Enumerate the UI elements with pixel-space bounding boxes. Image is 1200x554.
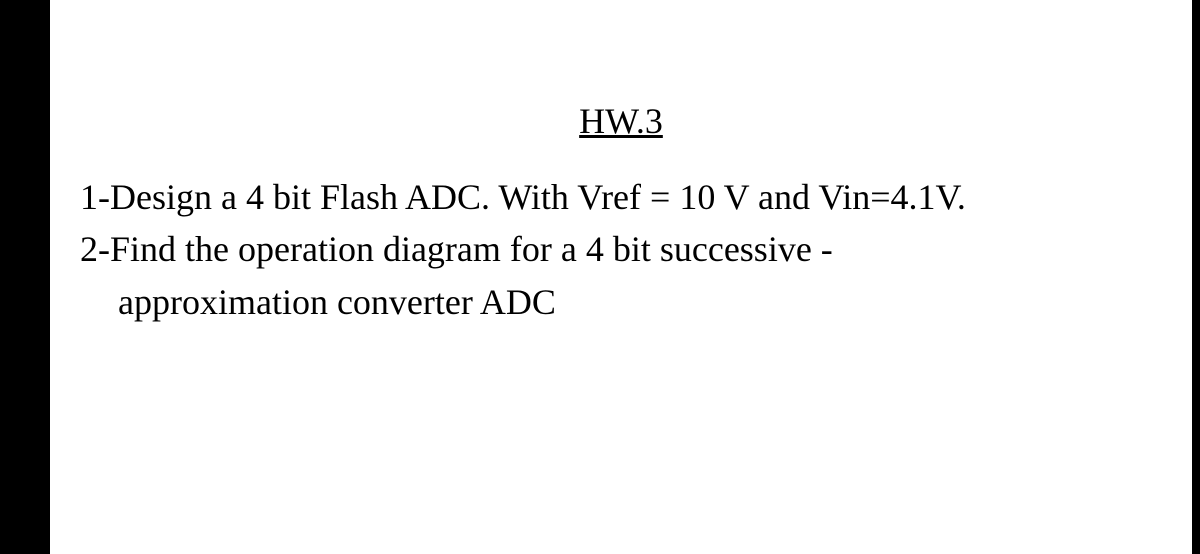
problem-list: 1-Design a 4 bit Flash ADC. With Vref = … [80, 172, 1162, 327]
problem-1: 1-Design a 4 bit Flash ADC. With Vref = … [80, 172, 1162, 222]
problem-2-line2: approximation converter ADC [80, 277, 1162, 327]
problem-2-line1: 2-Find the operation diagram for a 4 bit… [80, 224, 1162, 274]
homework-title: HW.3 [80, 100, 1162, 142]
document-page: HW.3 1-Design a 4 bit Flash ADC. With Vr… [50, 0, 1192, 554]
